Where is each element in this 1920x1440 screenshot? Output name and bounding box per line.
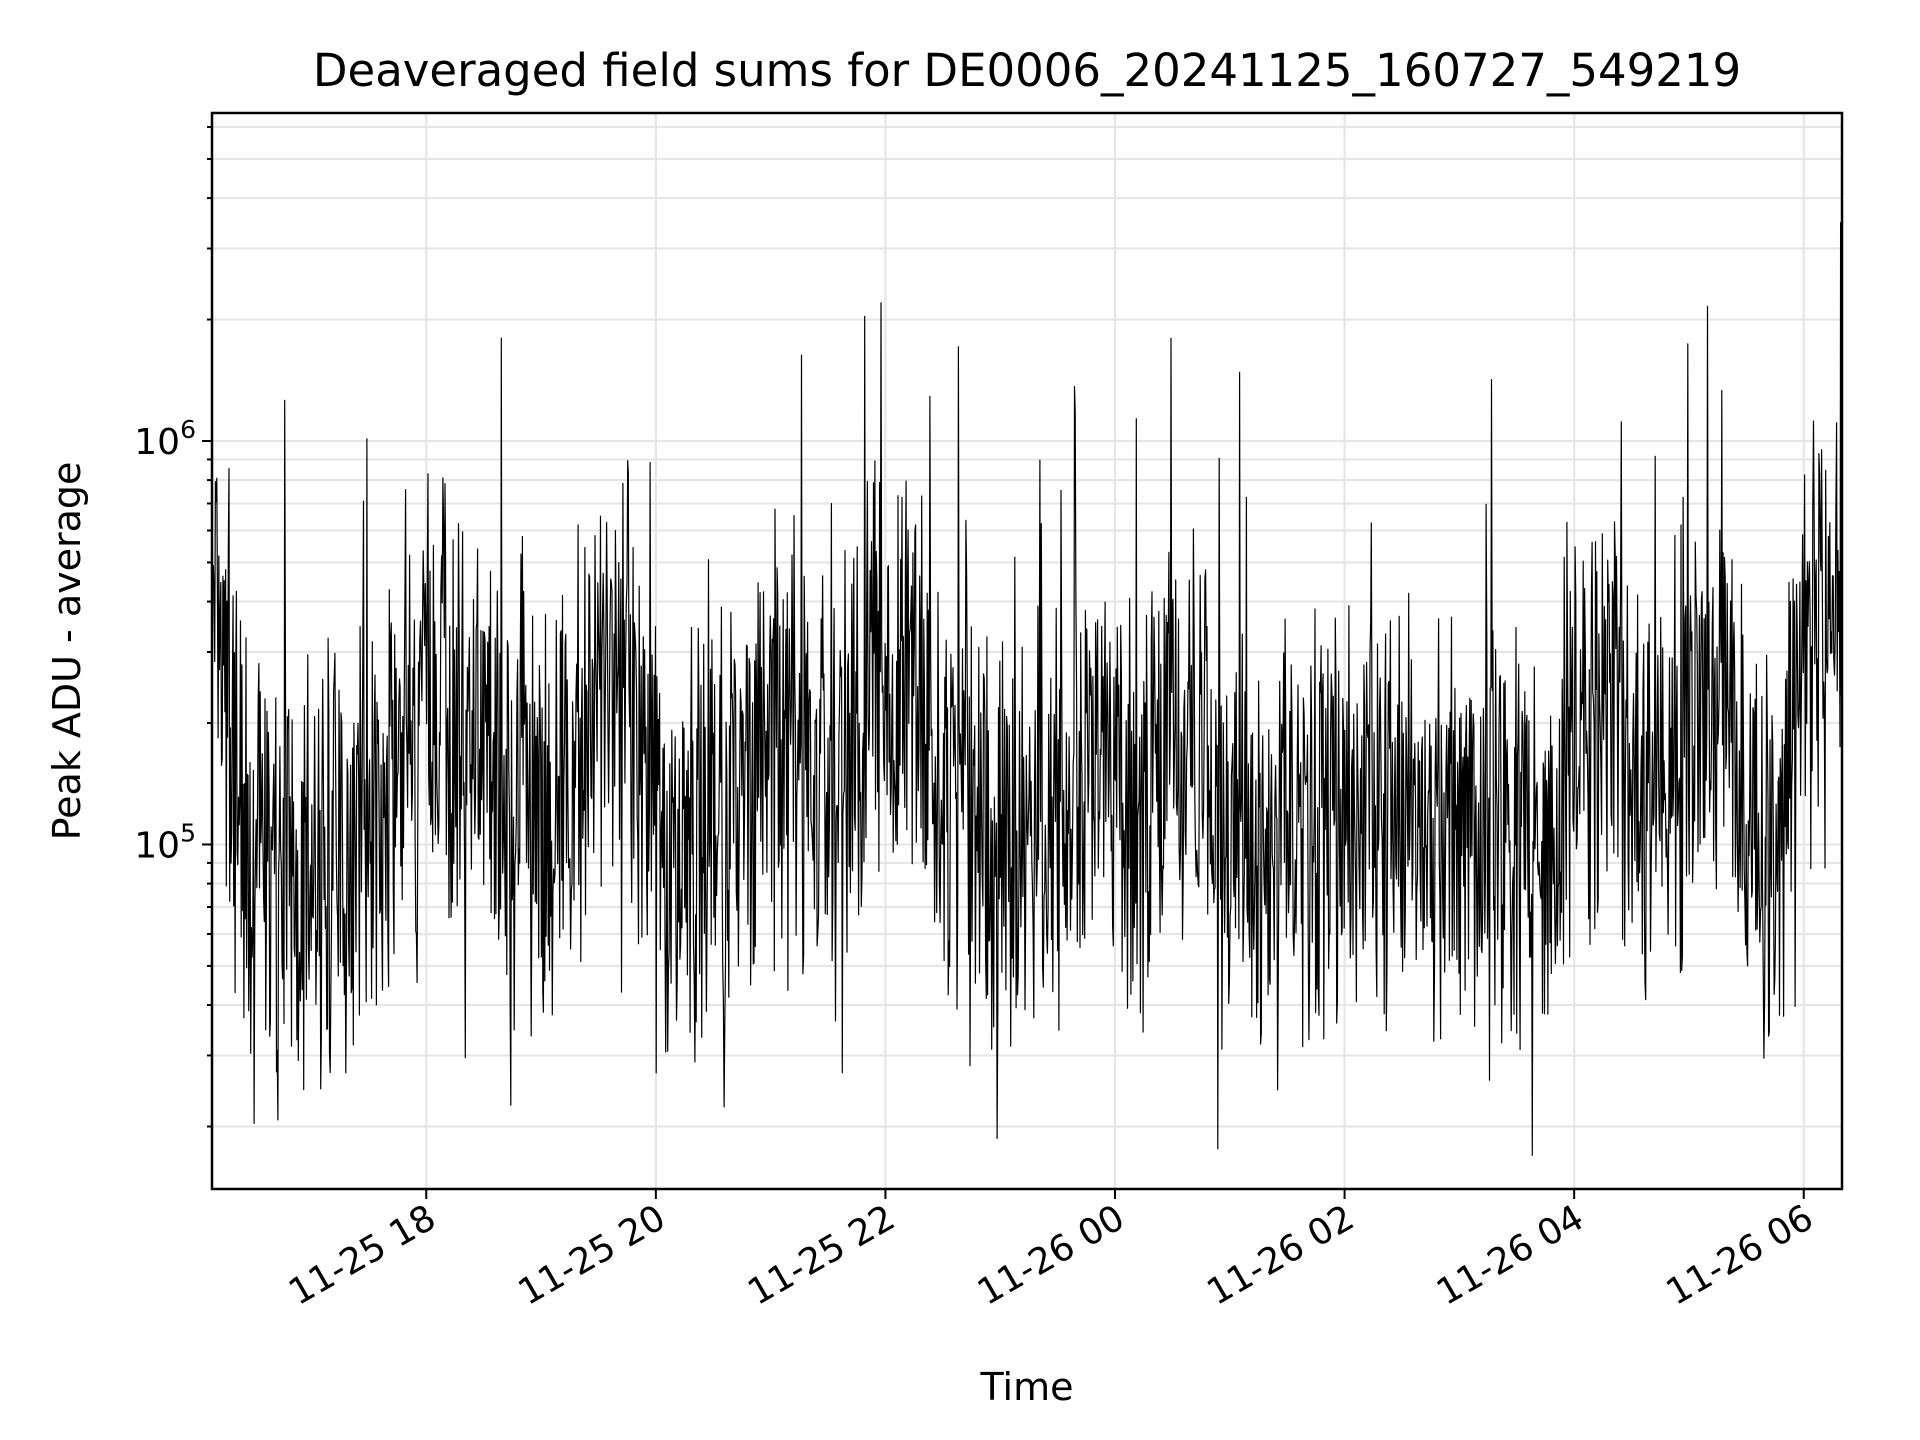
chart-title: Deaveraged field sums for DE0006_2024112… (313, 44, 1741, 97)
series-trace (212, 222, 1842, 1156)
y-axis-label: Peak ADU - average (45, 462, 89, 841)
y-tick-label: 105 (134, 818, 196, 866)
series-line (212, 222, 1842, 1156)
y-tick-label: 106 (134, 415, 196, 463)
x-axis-label: Time (980, 1365, 1074, 1409)
